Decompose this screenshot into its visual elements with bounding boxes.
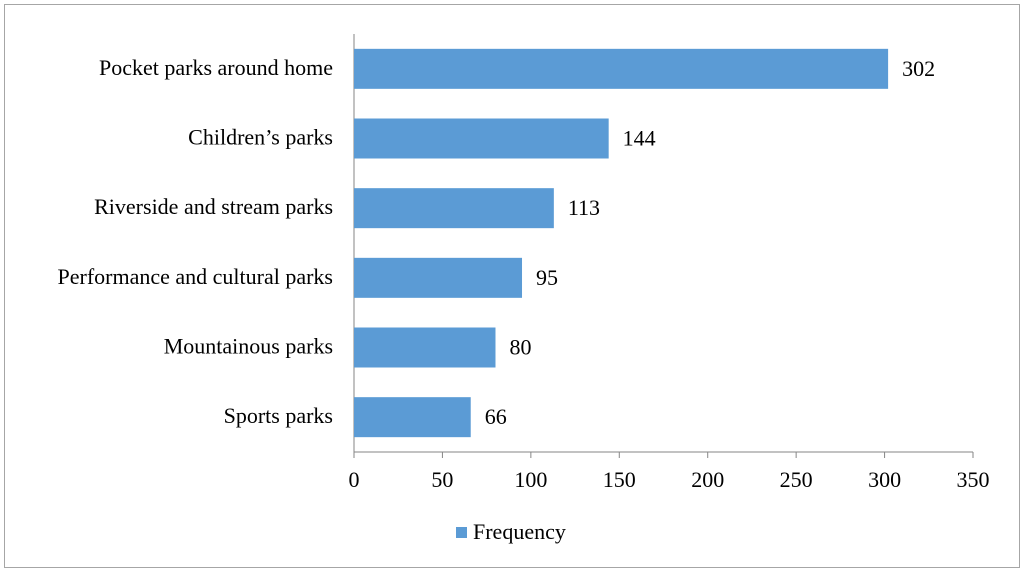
value-label: 80 [509, 335, 531, 360]
y-tick-label: Children’s parks [188, 125, 333, 150]
y-tick-label: Mountainous parks [164, 334, 333, 359]
value-label: 95 [536, 265, 558, 290]
x-tick-label: 150 [603, 467, 636, 492]
x-tick-label: 200 [691, 467, 724, 492]
bar [354, 48, 889, 89]
y-tick-label: Riverside and stream parks [94, 194, 333, 219]
x-tick-label: 300 [868, 467, 901, 492]
x-tick-label: 250 [780, 467, 813, 492]
y-tick-label: Sports parks [224, 403, 333, 428]
value-label: 302 [902, 56, 935, 81]
x-tick-label: 100 [514, 467, 547, 492]
x-tick-label: 350 [957, 467, 990, 492]
value-label: 113 [568, 195, 600, 220]
value-label: 144 [623, 126, 656, 151]
bar [354, 327, 496, 368]
legend-swatch [456, 527, 467, 538]
legend-label: Frequency [473, 519, 566, 544]
x-tick-label: 50 [431, 467, 453, 492]
bar [354, 257, 523, 298]
bar [354, 397, 471, 438]
value-label: 66 [485, 404, 507, 429]
bar [354, 118, 609, 159]
x-tick-label: 0 [349, 467, 360, 492]
y-tick-label: Performance and cultural parks [58, 264, 334, 289]
bar [354, 188, 554, 229]
y-tick-label: Pocket parks around home [99, 55, 333, 80]
